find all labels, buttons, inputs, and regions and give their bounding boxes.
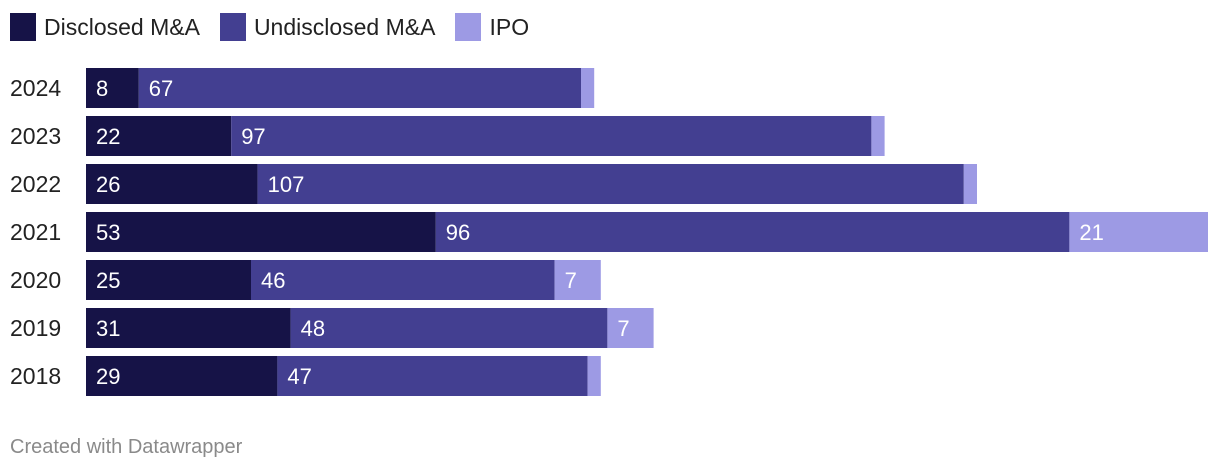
value-label-disclosed-m-a-2022: 26 (96, 172, 120, 197)
chart-legend: Disclosed M&A Undisclosed M&A IPO (10, 12, 549, 42)
legend-label-disclosed: Disclosed M&A (44, 13, 200, 40)
value-label-undisclosed-m-a-2021: 96 (446, 220, 470, 245)
bar-ipo-2022 (963, 164, 977, 204)
bar-disclosed-m-a-2024 (86, 68, 139, 108)
value-label-ipo-2020: 7 (565, 268, 577, 293)
year-label-2018: 2018 (10, 363, 61, 389)
legend-item-disclosed: Disclosed M&A (10, 13, 200, 41)
value-label-undisclosed-m-a-2020: 46 (261, 268, 285, 293)
value-label-undisclosed-m-a-2023: 97 (241, 124, 265, 149)
value-label-undisclosed-m-a-2022: 107 (268, 172, 305, 197)
bar-ipo-2021 (1069, 212, 1208, 252)
legend-label-ipo: IPO (489, 13, 530, 40)
value-label-undisclosed-m-a-2024: 67 (149, 76, 173, 101)
legend-swatch-undisclosed (219, 13, 246, 41)
bar-undisclosed-m-a-2022 (257, 164, 964, 204)
bar-undisclosed-m-a-2020 (251, 260, 555, 300)
value-label-disclosed-m-a-2018: 29 (96, 364, 120, 389)
bar-undisclosed-m-a-2021 (435, 212, 1070, 252)
year-label-2022: 2022 (10, 171, 61, 197)
value-label-disclosed-m-a-2019: 31 (96, 316, 120, 341)
bar-undisclosed-m-a-2018 (277, 356, 588, 396)
stacked-bar-chart: 2024 8 67 2023 22 97 2022 26 107 2021 53 96 21 2020 25… (10, 68, 1208, 396)
year-label-2023: 2023 (10, 123, 61, 149)
footer-credit: Created with Datawrapper (10, 436, 243, 458)
bar-ipo-2024 (581, 68, 595, 108)
value-label-disclosed-m-a-2023: 22 (96, 124, 120, 149)
value-label-undisclosed-m-a-2018: 47 (287, 364, 311, 389)
bar-ipo-2018 (587, 356, 601, 396)
year-label-2021: 2021 (10, 219, 61, 245)
bar-undisclosed-m-a-2023 (231, 116, 872, 156)
bar-disclosed-m-a-2021 (86, 212, 436, 252)
year-label-2024: 2024 (10, 75, 61, 101)
bar-disclosed-m-a-2023 (86, 116, 232, 156)
bar-ipo-2020 (554, 260, 601, 300)
legend-item-ipo: IPO (455, 13, 529, 41)
value-label-disclosed-m-a-2021: 53 (96, 220, 120, 245)
bar-ipo-2019 (607, 308, 654, 348)
value-label-ipo-2019: 7 (617, 316, 629, 341)
legend-item-undisclosed: Undisclosed M&A (219, 13, 436, 41)
value-label-ipo-2021: 21 (1079, 220, 1103, 245)
bar-disclosed-m-a-2022 (86, 164, 258, 204)
bar-disclosed-m-a-2019 (86, 308, 291, 348)
bar-undisclosed-m-a-2019 (290, 308, 608, 348)
legend-swatch-disclosed (10, 13, 36, 41)
year-label-2020: 2020 (10, 267, 61, 293)
value-label-disclosed-m-a-2024: 8 (96, 76, 108, 101)
legend-label-undisclosed: Undisclosed M&A (253, 13, 436, 40)
bar-disclosed-m-a-2018 (86, 356, 278, 396)
bar-undisclosed-m-a-2024 (138, 68, 582, 108)
year-label-2019: 2019 (10, 315, 61, 341)
legend-swatch-ipo (455, 13, 482, 41)
bar-ipo-2023 (871, 116, 885, 156)
value-label-disclosed-m-a-2020: 25 (96, 268, 120, 293)
bar-disclosed-m-a-2020 (86, 260, 251, 300)
value-label-undisclosed-m-a-2019: 48 (301, 316, 325, 341)
